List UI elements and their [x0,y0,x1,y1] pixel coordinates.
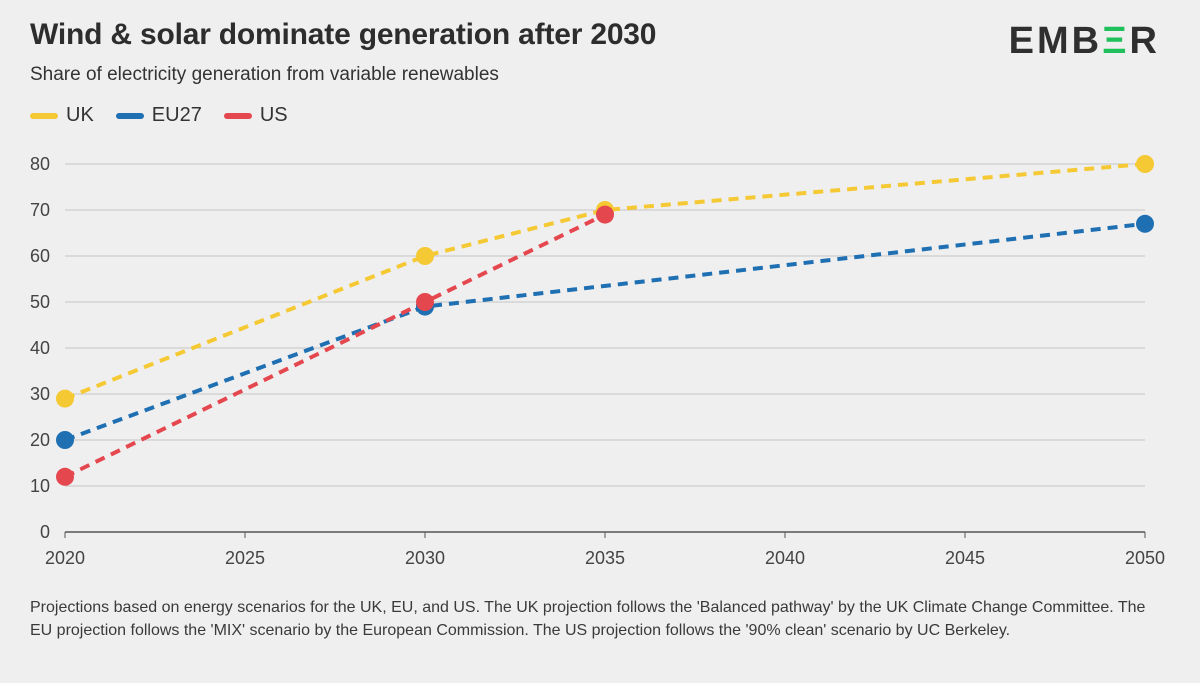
legend-label-eu27: EU27 [151,104,202,126]
x-tick-label: 2040 [765,548,805,568]
series-line-uk [64,162,1146,401]
y-tick-label: 10 [30,476,50,496]
ember-logo: EMBΞR [1008,20,1160,62]
legend-swatch-us [223,112,252,119]
data-point-eu27-2050 [1136,214,1154,233]
data-point-uk-2050 [1136,155,1154,173]
x-tick-label: 2030 [405,548,445,568]
legend-item-eu27: EU27 [115,104,202,127]
chart-legend: UK EU27 US [30,104,288,127]
footnote: Projections based on energy scenarios fo… [30,599,1146,639]
legend-item-us: US [223,104,288,127]
x-tick-label: 2025 [225,548,265,568]
data-point-us-2035 [596,205,614,224]
x-tick-label: 2020 [45,548,85,568]
legend-item-uk: UK [30,104,94,127]
y-tick-label: 80 [30,154,50,174]
legend-label-us: US [259,104,288,126]
legend-label-uk: UK [66,104,94,126]
data-point-eu27-2020 [56,431,74,449]
x-tick-label: 2050 [1125,548,1165,568]
data-point-uk-2020 [56,389,74,408]
legend-swatch-eu27 [115,112,144,119]
y-tick-label: 20 [30,430,50,450]
x-tick-label: 2035 [585,548,625,568]
chart-subtitle: Share of electricity generation from var… [30,64,499,85]
x-tick-label: 2045 [945,548,985,568]
y-tick-label: 60 [30,246,50,266]
y-tick-label: 40 [30,338,50,358]
chart-title: Wind & solar dominate generation after 2… [30,18,657,51]
y-tick-label: 0 [40,522,50,542]
series-line-us [64,212,606,479]
data-point-uk-2030 [416,247,434,265]
y-tick-label: 70 [30,200,50,220]
legend-swatch-uk [30,112,58,119]
data-point-us-2020 [56,467,74,486]
data-point-us-2030 [416,293,434,311]
y-tick-label: 30 [30,384,50,404]
y-tick-label: 50 [30,292,50,312]
